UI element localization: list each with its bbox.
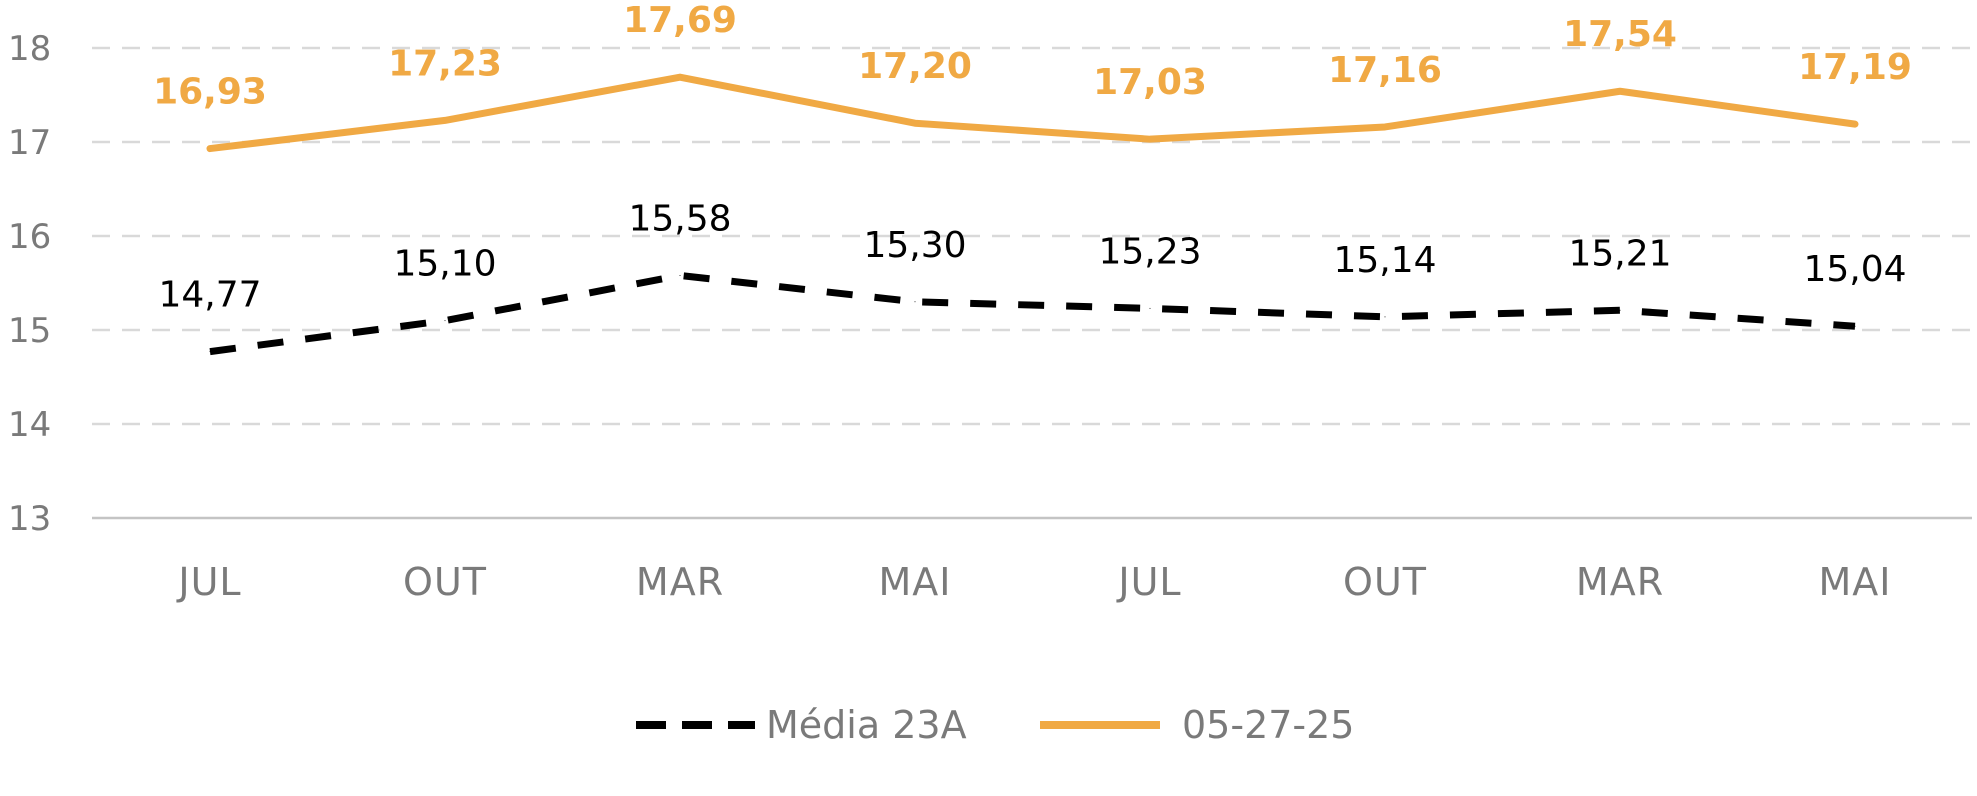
data-label: 14,77 <box>158 275 261 316</box>
gridlines <box>92 46 1972 520</box>
data-point <box>444 119 446 121</box>
series-lines <box>206 73 1859 356</box>
data-point <box>1384 126 1386 128</box>
y-tick-label: 17 <box>8 123 51 163</box>
data-point <box>209 148 211 150</box>
data-label: 17,03 <box>1093 62 1207 103</box>
legend: Média 23A 05-27-25 <box>636 703 1354 747</box>
data-point <box>1149 138 1151 140</box>
x-axis-ticks: JUL OUT MAR MAI JUL OUT MAR MAI <box>176 560 1892 604</box>
data-label: 17,19 <box>1798 47 1912 88</box>
data-label: 17,69 <box>623 0 737 41</box>
data-label: 17,16 <box>1328 50 1442 91</box>
legend-label-05-27-25: 05-27-25 <box>1182 703 1354 747</box>
data-point <box>914 122 916 124</box>
data-point <box>1619 309 1621 311</box>
data-label: 15,04 <box>1803 249 1906 290</box>
x-tick-label: MAR <box>636 560 724 604</box>
y-tick-label: 16 <box>8 217 51 257</box>
data-label: 15,14 <box>1333 240 1436 281</box>
data-point <box>679 274 681 276</box>
legend-label-media-23a: Média 23A <box>766 703 967 747</box>
y-tick-label: 15 <box>8 311 51 351</box>
x-tick-label: OUT <box>1343 560 1427 604</box>
series-line-1 <box>206 73 1859 153</box>
data-label: 16,93 <box>153 72 267 113</box>
data-label: 17,54 <box>1563 14 1677 55</box>
x-tick-label: OUT <box>403 560 487 604</box>
data-label: 15,23 <box>1098 231 1201 272</box>
data-point <box>914 301 916 303</box>
x-tick-label: JUL <box>176 560 241 604</box>
data-point <box>444 320 446 322</box>
x-tick-label: MAI <box>1819 560 1892 604</box>
data-label: 15,10 <box>393 244 496 285</box>
data-label: 15,21 <box>1568 233 1671 274</box>
data-label: 15,30 <box>863 225 966 266</box>
data-point <box>1619 90 1621 92</box>
y-tick-label: 13 <box>8 499 51 539</box>
y-tick-label: 14 <box>8 405 51 445</box>
x-tick-label: JUL <box>1116 560 1181 604</box>
data-point <box>679 76 681 78</box>
x-tick-label: MAI <box>879 560 952 604</box>
data-point <box>1854 325 1856 327</box>
y-axis-ticks: 13 14 15 16 17 18 <box>8 29 51 539</box>
y-tick-label: 18 <box>8 29 51 69</box>
data-label: 15,58 <box>628 198 731 239</box>
data-labels: 14,77 15,10 15,58 15,30 15,23 15,14 15,21 15,04… <box>153 0 1912 315</box>
x-tick-label: MAR <box>1576 560 1664 604</box>
series-line-0 <box>209 271 1856 356</box>
data-point <box>1854 123 1856 125</box>
data-label: 17,23 <box>388 43 502 84</box>
data-point <box>1384 316 1386 318</box>
data-label: 17,20 <box>858 46 972 87</box>
data-point <box>209 351 211 353</box>
data-point <box>1149 307 1151 309</box>
